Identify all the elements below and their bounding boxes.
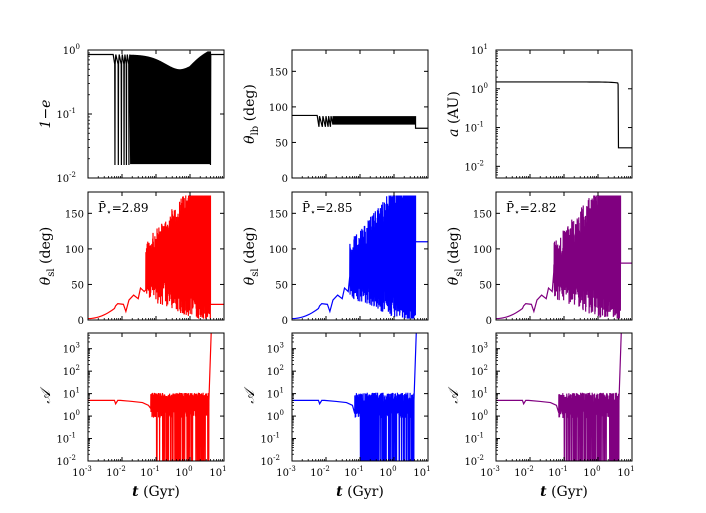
y-tick-label: 10-2 [464, 159, 484, 173]
y-axis-label: θsl (deg) [242, 227, 261, 285]
panel-p11: 10-2 10-1 100 1−e [38, 43, 225, 185]
y-tick-label: 50 [479, 280, 492, 291]
series-line-p12 [292, 114, 428, 129]
y-tick-label: 0 [78, 316, 84, 327]
y-tick-label: 10-1 [464, 121, 484, 135]
y-tick-label: 10-1 [56, 107, 76, 121]
y-tick-label: 10-1 [56, 432, 76, 446]
x-tick-label: 100 [583, 465, 600, 479]
x-tick-label: 101 [617, 465, 634, 479]
x-tick-label: 10-2 [106, 465, 126, 479]
y-tick-label: 101 [471, 43, 488, 57]
y-tick-label: 100 [471, 82, 488, 96]
y-axis-label: 𝒜 [446, 387, 462, 404]
y-tick-label: 100 [267, 409, 284, 423]
y-tick-label: 0 [486, 316, 492, 327]
x-tick-label: 100 [175, 465, 192, 479]
y-axis-label: θlb (deg) [242, 84, 261, 144]
y-tick-label: 101 [267, 387, 284, 401]
y-tick-label: 10-2 [260, 454, 280, 468]
y-axis-label: θsl (deg) [38, 227, 57, 285]
x-axis-label: t (Gyr) [336, 484, 384, 500]
y-axis-label: 𝒜 [38, 387, 54, 404]
y-axis-label: 1−e [38, 100, 54, 129]
period-annotation: P̄⋆=2.85 [302, 200, 353, 218]
y-tick-label: 10-2 [464, 454, 484, 468]
y-tick-label: 100 [473, 245, 492, 256]
y-tick-label: 150 [269, 209, 288, 220]
axes-frame [291, 49, 429, 179]
x-tick-label: 10-3 [276, 465, 296, 479]
x-axis-label: t (Gyr) [540, 484, 588, 500]
series-line-p11 [88, 51, 224, 165]
y-tick-label: 100 [269, 245, 288, 256]
y-tick-label: 10-1 [464, 432, 484, 446]
x-tick-label: 101 [413, 465, 430, 479]
y-tick-label: 50 [275, 138, 288, 149]
y-axis-label: a (AU) [446, 91, 462, 137]
panel-p13: 10-2 10-1 100 101 a (AU) [446, 43, 633, 179]
panel-p23: 0 50 100 150 θsl (deg) P̄⋆=2.82 [446, 191, 633, 327]
x-tick-label: 10-1 [548, 465, 568, 479]
x-tick-label: 100 [379, 465, 396, 479]
y-axis-label: 𝒜 [242, 387, 258, 404]
y-tick-label: 102 [267, 364, 284, 378]
x-tick-label: 10-2 [310, 465, 330, 479]
panel-p22: 0 50 100 150 θsl (deg) P̄⋆=2.85 [242, 191, 429, 327]
x-tick-label: 10-1 [140, 465, 160, 479]
axes-frame [495, 49, 633, 179]
x-tick-label: 10-3 [72, 465, 92, 479]
y-tick-label: 100 [63, 43, 80, 57]
series-line-p22 [292, 195, 428, 320]
y-tick-label: 150 [473, 209, 492, 220]
x-tick-label: 10-1 [344, 465, 364, 479]
series-line-p23 [496, 195, 632, 320]
y-tick-label: 101 [471, 387, 488, 401]
y-tick-label: 100 [471, 409, 488, 423]
x-tick-label: 101 [209, 465, 226, 479]
y-tick-label: 50 [71, 280, 84, 291]
series-line-p31 [88, 333, 212, 461]
y-tick-label: 100 [269, 103, 288, 114]
y-tick-label: 102 [471, 364, 488, 378]
y-tick-label: 103 [471, 342, 488, 356]
y-tick-label: 10-2 [56, 454, 76, 468]
series-line-p33 [496, 333, 622, 461]
x-tick-label: 10-3 [480, 465, 500, 479]
y-tick-label: 150 [65, 209, 84, 220]
y-tick-label: 150 [269, 67, 288, 78]
y-tick-label: 100 [63, 409, 80, 423]
x-axis-label: t (Gyr) [132, 484, 180, 500]
period-annotation: P̄⋆=2.82 [506, 200, 557, 218]
period-annotation: P̄⋆=2.89 [98, 200, 149, 218]
y-tick-label: 103 [267, 342, 284, 356]
y-tick-label: 100 [65, 245, 84, 256]
x-tick-label: 10-2 [514, 465, 534, 479]
series-line-p21 [88, 195, 224, 320]
y-tick-label: 10-1 [260, 432, 280, 446]
y-axis-label: θsl (deg) [446, 227, 465, 285]
y-tick-label: 0 [282, 174, 288, 185]
y-tick-label: 103 [63, 342, 80, 356]
series-line-p32 [292, 333, 417, 461]
series-line-p13 [496, 81, 632, 149]
panel-p21: 0 50 100 150 θsl (deg) P̄⋆=2.89 [38, 191, 225, 327]
y-tick-label: 10-2 [56, 171, 76, 185]
panel-p12: 0 50 100 150 θlb (deg) [242, 49, 429, 185]
y-tick-label: 50 [275, 280, 288, 291]
y-tick-label: 0 [282, 316, 288, 327]
y-tick-label: 102 [63, 364, 80, 378]
y-tick-label: 101 [63, 387, 80, 401]
